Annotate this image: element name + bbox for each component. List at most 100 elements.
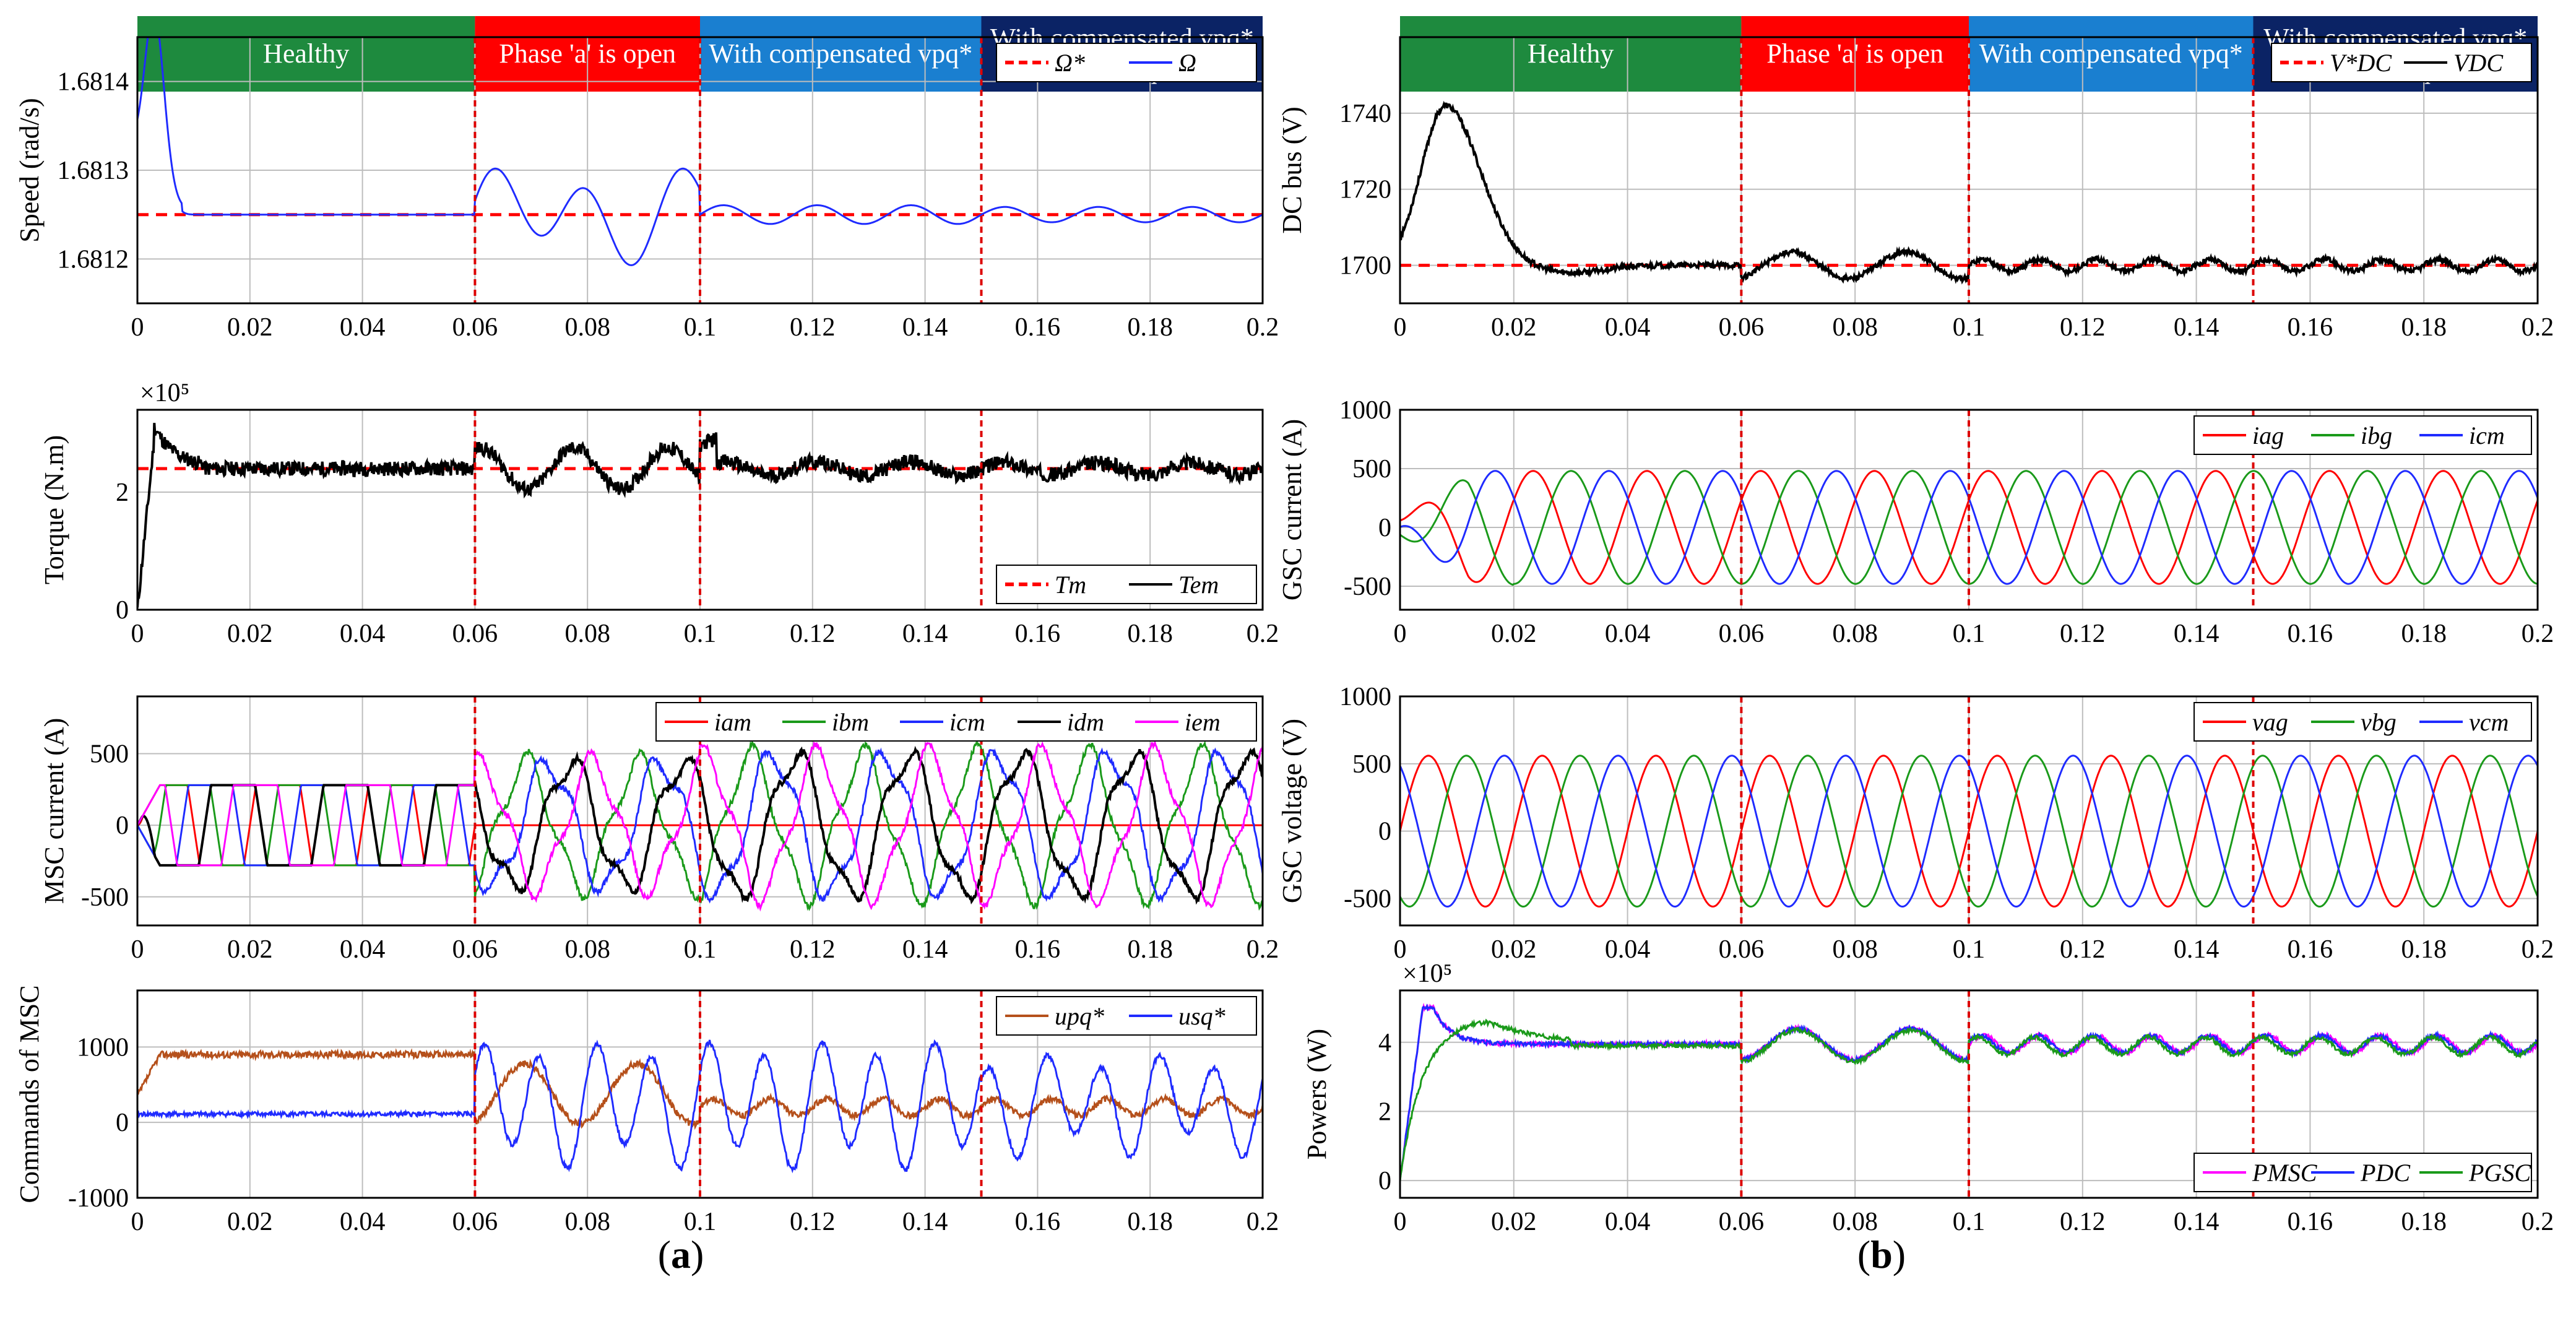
x-tick-label: 0.14 <box>2174 1208 2219 1236</box>
y-tick-label: 4 <box>1378 1029 1391 1057</box>
y-tick-label: 2 <box>116 479 129 507</box>
x-tick-label: 0.2 <box>1247 620 1279 648</box>
x-tick-label: 0.12 <box>2060 313 2106 342</box>
x-tick-label: 0 <box>1394 1208 1407 1236</box>
phase-header-label: Healthy <box>263 38 349 69</box>
x-tick-label: 0 <box>131 313 144 342</box>
x-tick-label: 0.06 <box>1719 1208 1765 1236</box>
legend: iam ibm icm idm iem <box>655 702 1257 742</box>
y-tick-label: 1.6813 <box>58 157 129 185</box>
x-tick-label: 0.04 <box>1605 620 1651 648</box>
legend-label: idm <box>1067 708 1104 736</box>
x-tick-label: 0.2 <box>2522 935 2554 964</box>
x-tick-label: 0.12 <box>2060 1208 2106 1236</box>
legend-label: Ω* <box>1055 49 1085 77</box>
x-tick-label: 0.08 <box>1832 620 1878 648</box>
x-tick-label: 0.2 <box>2522 313 2554 342</box>
phase-header-bar <box>137 16 475 92</box>
y-tick-label: 1700 <box>1339 252 1391 280</box>
legend-label: PGSC <box>2468 1159 2531 1187</box>
axes-frame <box>1399 409 2539 611</box>
x-tick-label: 0.04 <box>340 313 386 342</box>
legend-label: ibm <box>832 708 869 736</box>
legend-box <box>996 43 1257 82</box>
x-tick-label: 0.1 <box>1953 1208 1986 1236</box>
legend-label: PDC <box>2360 1159 2411 1187</box>
x-tick-label: 0.02 <box>1491 935 1537 964</box>
x-tick-label: 0.18 <box>2401 620 2447 648</box>
x-tick-label: 0.04 <box>1605 1208 1651 1236</box>
axis-multiplier: ×10⁵ <box>140 379 189 407</box>
x-tick-label: 0.16 <box>2288 620 2333 648</box>
y-tick-label: 1720 <box>1339 176 1391 204</box>
x-tick-label: 0.14 <box>2174 935 2219 964</box>
legend-label: iem <box>1185 708 1221 736</box>
x-tick-label: 0.1 <box>1953 620 1986 648</box>
chart-powers: 0 0.02 0.04 0.06 0.08 0.1 0.12 0.14 0.16 0.18 0.2 0… <box>1302 959 2554 1236</box>
legend-label: Ω <box>1178 49 1196 77</box>
x-tick-label: 0.08 <box>564 620 610 648</box>
x-tick-label: 0.2 <box>1247 935 1279 964</box>
legend-label: upq* <box>1055 1002 1104 1030</box>
caption-a: (a) <box>657 1232 704 1276</box>
x-tick-label: 0.04 <box>340 1208 386 1236</box>
y-tick-label: 1.6814 <box>58 68 129 97</box>
series-line <box>1400 755 2538 907</box>
legend: upq* usq* <box>996 996 1257 1036</box>
x-tick-label: 0.14 <box>902 935 948 964</box>
legend-box <box>2193 415 2532 455</box>
y-axis-label: Torque (N.m) <box>39 435 69 584</box>
x-tick-label: 0.1 <box>684 935 717 964</box>
x-tick-label: 0.14 <box>902 1208 948 1236</box>
x-tick-label: 0.02 <box>1491 620 1537 648</box>
y-tick-label: 0 <box>116 1109 129 1137</box>
y-tick-label: 1000 <box>1339 683 1391 711</box>
y-tick-label: 1.6812 <box>58 245 129 274</box>
x-tick-label: 0.16 <box>1015 935 1061 964</box>
y-axis-label: Speed (rad/s) <box>14 98 45 242</box>
phase-header-bar <box>700 16 982 92</box>
y-tick-label: 1000 <box>77 1033 129 1062</box>
x-tick-label: 0.06 <box>1719 935 1765 964</box>
x-tick-label: 0.12 <box>790 313 836 342</box>
legend-box <box>996 565 1257 604</box>
x-tick-label: 0.2 <box>1247 1208 1279 1236</box>
legend-label: usq* <box>1178 1002 1225 1030</box>
chart-gsc_voltage: 0 0.02 0.04 0.06 0.08 0.1 0.12 0.14 0.16 0.18 0.2 -… <box>1277 683 2554 964</box>
y-tick-label: 1740 <box>1339 100 1391 128</box>
x-tick-label: 0.16 <box>2288 313 2333 342</box>
x-tick-label: 0.12 <box>790 1208 836 1236</box>
legend-label: vbg <box>2361 708 2397 736</box>
phase-header: Healthy <box>137 16 475 92</box>
legend: iag ibg icm <box>2193 415 2532 455</box>
legend-box <box>2193 702 2532 742</box>
y-tick-label: -500 <box>81 883 129 912</box>
x-tick-label: 0 <box>1394 620 1407 648</box>
y-tick-label: 500 <box>1352 455 1391 483</box>
legend-label: iam <box>714 708 751 736</box>
x-tick-label: 0 <box>1394 313 1407 342</box>
x-tick-label: 0.08 <box>1832 935 1878 964</box>
x-tick-label: 0.18 <box>2401 313 2447 342</box>
y-axis-label: Powers (W) <box>1302 1029 1332 1159</box>
x-tick-label: 0.06 <box>452 620 498 648</box>
x-tick-label: 0.02 <box>227 313 273 342</box>
x-tick-label: 0 <box>131 620 144 648</box>
phase-header: Healthy <box>1400 16 1742 92</box>
x-tick-label: 0 <box>131 1208 144 1236</box>
x-tick-label: 0.2 <box>1247 313 1279 342</box>
axes-frame <box>136 989 1264 1199</box>
x-tick-label: 0.08 <box>564 313 610 342</box>
x-tick-label: 0.18 <box>1127 620 1173 648</box>
legend-label: Tm <box>1055 571 1086 599</box>
x-tick-label: 0.2 <box>2522 620 2554 648</box>
x-tick-label: 0.14 <box>2174 313 2219 342</box>
series-line <box>137 739 1263 912</box>
x-tick-label: 0.1 <box>1953 313 1986 342</box>
legend-box <box>2193 1153 2532 1192</box>
y-tick-label: -500 <box>1344 885 1391 913</box>
x-tick-label: 0.08 <box>564 1208 610 1236</box>
axes-frame <box>1399 989 2539 1199</box>
chart-speed: 0 0.02 0.04 0.06 0.08 0.1 0.12 0.14 0.16 0.18 0.2 1… <box>14 36 1279 342</box>
legend: vag vbg vcm <box>2193 702 2532 742</box>
